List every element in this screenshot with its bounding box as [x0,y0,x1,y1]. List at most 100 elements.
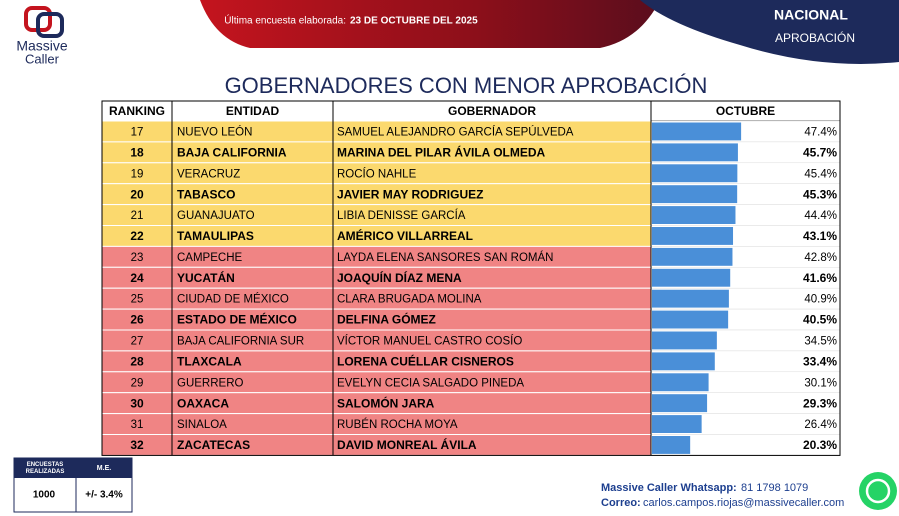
rank: 28 [130,355,144,369]
value-label: 40.5% [803,313,837,327]
value-label: 42.8% [804,252,837,264]
value-label: 45.4% [804,168,837,180]
survey-box: ENCUESTAS REALIZADAS M.E. 1000 +/- 3.4% [13,457,133,513]
bar [652,122,742,141]
survey-label: Última encuesta elaborada: [224,14,346,27]
governor: SALOMÓN JARA [337,395,435,410]
icon-ring [865,478,891,504]
bar [652,247,733,266]
bar [652,352,715,371]
entity: OAXACA [177,396,229,410]
rank: 31 [131,419,144,431]
email-label: Correo: [601,497,641,509]
bar [652,436,691,454]
rank: 26 [130,313,144,327]
box-header [14,458,132,478]
whatsapp-icon [859,472,897,510]
governor: AMÉRICO VILLARREAL [337,228,473,243]
column-header: GOBERNADOR [448,104,536,118]
bar [652,185,738,204]
table-border [101,100,841,456]
entity: ZACATECAS [177,438,250,452]
top-banner [200,0,660,48]
rank: 27 [131,335,144,347]
governor: LAYDA ELENA SANSORES SAN ROMÁN [337,251,553,264]
entity: VERACRUZ [177,168,240,180]
corner-banner [640,0,899,64]
rank: 25 [131,294,144,306]
bar [652,331,717,350]
governor: SAMUEL ALEJANDRO GARCÍA SEPÚLVEDA [337,125,574,138]
entity: TAMAULIPAS [177,229,254,243]
entity: YUCATÁN [177,270,235,285]
governor: ROCÍO NAHLE [337,167,417,180]
bar [652,227,734,245]
governor: DELFINA GÓMEZ [337,312,436,327]
rank: 19 [131,168,144,180]
rank: 30 [130,396,144,410]
logo: Massive Caller [16,6,68,66]
value-label: 33.4% [803,355,837,369]
value-label: 20.3% [803,438,837,452]
value-label: 41.6% [803,271,837,285]
entity: CAMPECHE [177,252,243,264]
logo-text: Caller [25,51,60,66]
value-label: 45.3% [803,187,837,201]
value-label: 29.3% [803,396,837,410]
column-header: RANKING [109,104,165,118]
table: RANKING ENTIDAD GOBERNADOR OCTUBRE 17 NUEVO L… [101,100,841,456]
bar [652,143,738,162]
value-label: 47.4% [804,126,837,138]
bar [652,268,731,287]
governor: MARINA DEL PILAR ÁVILA OLMEDA [337,145,546,160]
rank: 24 [130,271,144,285]
surveys: 1000 [33,490,56,501]
bar [652,289,729,308]
entity: ESTADO DE MÉXICO [177,312,297,327]
bar [652,415,702,433]
value-label: 43.1% [803,229,837,243]
entity: NUEVO LEÓN [177,125,252,138]
bar [652,394,708,413]
rank: 20 [130,187,144,201]
entity: SINALOA [177,419,227,431]
metric: APROBACIÓN [775,30,855,45]
governor: LIBIA DENISSE GARCÍA [337,209,466,222]
logo-icon [36,12,64,38]
value-label: 44.4% [804,210,837,222]
governor: RUBÉN ROCHA MOYA [337,418,458,431]
rank: 18 [130,146,144,160]
entity: TABASCO [177,187,235,201]
governor: JAVIER MAY RODRIGUEZ [337,187,483,201]
me-label: M.E. [97,465,111,472]
rank: 21 [131,210,144,222]
column-header: OCTUBRE [716,104,775,118]
rank: 22 [130,229,144,243]
rank: 17 [131,126,144,138]
entity: GUERRERO [177,377,244,389]
governor: VÍCTOR MANUEL CASTRO COSÍO [337,334,522,347]
email: carlos.campos.riojas@massivecaller.com [643,497,844,509]
governor: CLARA BRUGADA MOLINA [337,294,482,306]
icon-bg [859,472,897,510]
governor: DAVID MONREAL ÁVILA [337,437,477,452]
column-header: ENTIDAD [226,104,280,118]
bar [652,373,709,392]
entity: BAJA CALIFORNIA [177,146,287,160]
value-label: 45.7% [803,146,837,160]
entity: TLAXCALA [177,355,242,369]
surveys-label: ENCUESTAS REALIZADAS [26,462,65,475]
value-label: 30.1% [804,377,837,389]
entity: BAJA CALIFORNIA SUR [177,335,304,347]
value-label: 34.5% [804,335,837,347]
rank: 32 [130,438,144,452]
governor: EVELYN CECIA SALGADO PINEDA [337,377,524,389]
rank: 29 [131,377,144,389]
rank: 23 [131,252,144,264]
entity: GUANAJUATO [177,210,255,222]
me: +/- 3.4% [85,490,123,501]
whatsapp-label: Massive Caller Whatsapp: [601,482,737,494]
bar [652,310,729,329]
whatsapp: 81 1798 1079 [741,482,808,494]
